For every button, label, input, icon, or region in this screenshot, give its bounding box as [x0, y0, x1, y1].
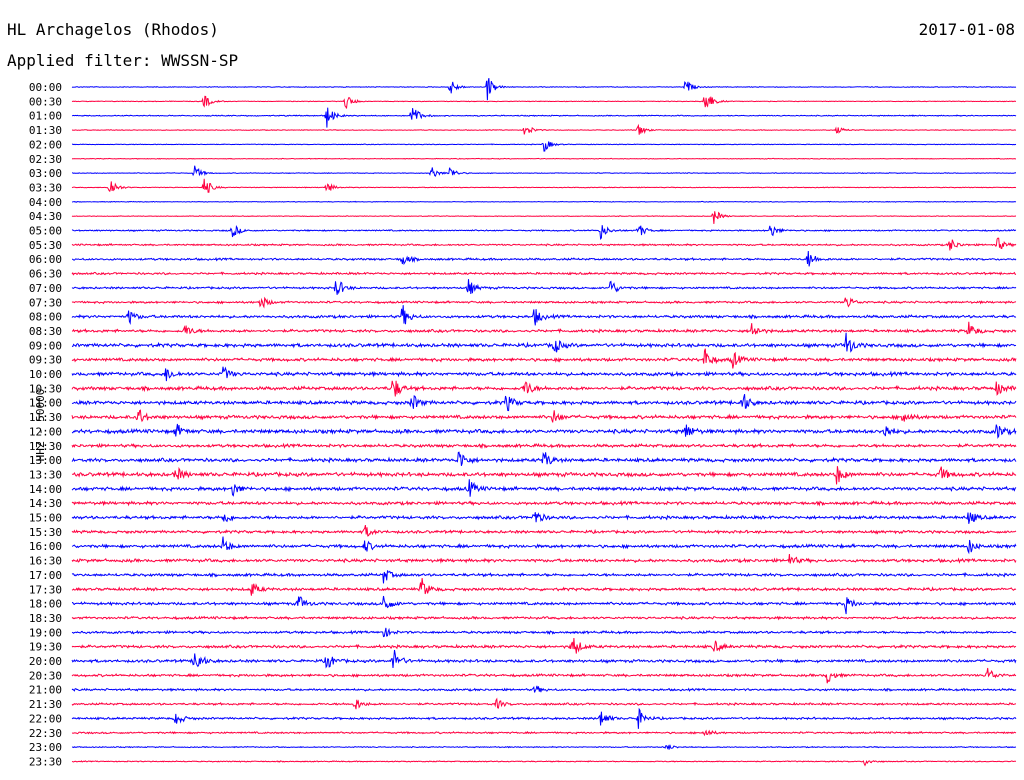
seismic-trace — [72, 668, 1016, 683]
seismic-trace — [72, 638, 1016, 654]
row-time-label: 14:00 — [29, 483, 62, 496]
row-time-label: 20:30 — [29, 669, 62, 682]
seismic-trace — [72, 394, 1016, 411]
row-time-label: 01:00 — [29, 110, 62, 123]
seismic-trace — [72, 166, 1016, 176]
seismic-trace — [72, 452, 1016, 466]
row-time-label: 13:30 — [29, 468, 62, 481]
row-time-label: 17:00 — [29, 569, 62, 582]
seismic-trace — [72, 525, 1016, 536]
row-time-label: 22:30 — [29, 727, 62, 740]
seismic-trace — [72, 554, 1016, 563]
seismic-trace — [72, 699, 1016, 709]
row-time-label: 22:00 — [29, 712, 62, 725]
row-time-label: 03:30 — [29, 181, 62, 194]
row-time-label: 03:00 — [29, 167, 62, 180]
seismic-trace — [72, 78, 1016, 100]
row-time-label: 07:30 — [29, 296, 62, 309]
row-time-label: 07:00 — [29, 282, 62, 295]
seismic-trace — [72, 650, 1016, 668]
seismic-trace — [72, 444, 1016, 448]
row-time-label: 16:00 — [29, 540, 62, 553]
seismic-trace — [72, 211, 1016, 224]
row-time-label: 18:30 — [29, 612, 62, 625]
seismic-trace — [72, 410, 1016, 422]
row-time-label: 00:00 — [29, 81, 62, 94]
row-time-label: 10:30 — [29, 382, 62, 395]
seismic-trace — [72, 238, 1016, 250]
row-time-label: 04:00 — [29, 196, 62, 209]
row-time-label: 12:30 — [29, 440, 62, 453]
seismic-trace — [72, 537, 1016, 553]
seismic-trace — [72, 298, 1016, 307]
seismic-trace — [72, 512, 1016, 524]
seismic-trace — [72, 596, 1016, 614]
row-time-label: 02:00 — [29, 138, 62, 151]
row-time-label: 12:00 — [29, 425, 62, 438]
row-time-label: 02:30 — [29, 153, 62, 166]
seismic-trace — [72, 628, 1016, 637]
row-time-label: 18:00 — [29, 598, 62, 611]
seismic-trace — [72, 367, 1016, 381]
seismic-trace — [72, 251, 1016, 266]
seismic-trace — [72, 142, 1016, 152]
seismic-trace — [72, 158, 1016, 159]
seismic-trace — [72, 731, 1016, 735]
row-time-label: 19:30 — [29, 641, 62, 654]
row-time-label: 21:00 — [29, 684, 62, 697]
row-time-label: 08:00 — [29, 311, 62, 324]
row-time-label: 14:30 — [29, 497, 62, 510]
seismic-trace — [72, 349, 1016, 369]
row-time-label: 00:30 — [29, 95, 62, 108]
row-time-label: 10:00 — [29, 368, 62, 381]
seismic-trace — [72, 381, 1016, 397]
seismic-trace — [72, 272, 1016, 274]
row-time-label: 23:00 — [29, 741, 62, 754]
row-time-label: 15:30 — [29, 526, 62, 539]
row-time-label: 11:00 — [29, 397, 62, 410]
row-time-label: 01:30 — [29, 124, 62, 137]
row-time-label: 05:30 — [29, 239, 62, 252]
seismic-trace — [72, 745, 1016, 750]
seismic-trace — [72, 96, 1016, 108]
seismic-trace — [72, 108, 1016, 128]
seismic-trace — [72, 305, 1016, 325]
seismic-trace — [72, 709, 1016, 729]
row-time-label: 20:00 — [29, 655, 62, 668]
seismic-trace — [72, 424, 1016, 438]
row-time-label: 08:30 — [29, 325, 62, 338]
row-time-label: 16:30 — [29, 555, 62, 568]
row-time-label: 09:00 — [29, 339, 62, 352]
seismic-trace — [72, 126, 1016, 135]
row-time-label: 06:30 — [29, 268, 62, 281]
seismic-trace — [72, 570, 1016, 583]
row-time-label: 23:30 — [29, 755, 62, 768]
row-time-label: 11:30 — [29, 411, 62, 424]
seismic-trace — [72, 686, 1016, 693]
seismic-trace — [72, 225, 1016, 239]
row-time-label: 21:30 — [29, 698, 62, 711]
seismic-trace — [72, 617, 1016, 620]
row-time-label: 05:00 — [29, 225, 62, 238]
row-time-label: 13:00 — [29, 454, 62, 467]
seismic-trace — [72, 201, 1016, 202]
seismic-trace — [72, 479, 1016, 496]
row-time-label: 15:00 — [29, 512, 62, 525]
row-time-label: 17:30 — [29, 583, 62, 596]
row-time-label: 09:30 — [29, 354, 62, 367]
seismic-trace — [72, 179, 1016, 193]
row-time-label: 19:00 — [29, 626, 62, 639]
row-time-label: 06:00 — [29, 253, 62, 266]
seismic-trace — [72, 279, 1016, 295]
seismic-trace — [72, 322, 1016, 334]
seismic-trace — [72, 761, 1016, 766]
seismic-trace — [72, 466, 1016, 484]
seismic-trace — [72, 501, 1016, 505]
seismic-trace — [72, 333, 1016, 353]
seismic-trace — [72, 578, 1016, 596]
row-time-label: 04:30 — [29, 210, 62, 223]
